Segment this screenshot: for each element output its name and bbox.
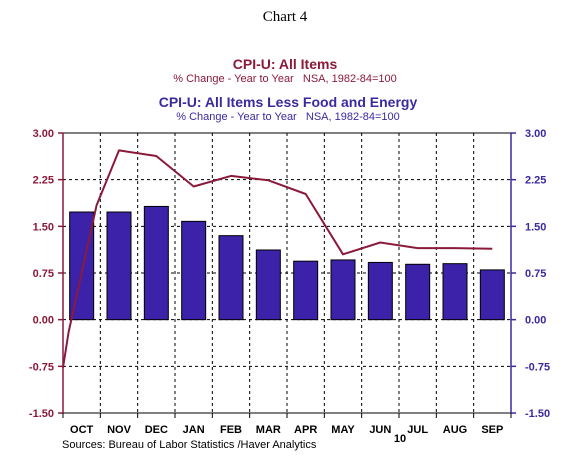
y-tick-label-right: 2.25 bbox=[525, 175, 546, 187]
x-tick-label-feb: FEB bbox=[220, 424, 242, 436]
chart-title: Chart 4 bbox=[263, 9, 308, 25]
y-tick-label-left: 3.00 bbox=[33, 128, 54, 140]
bar-dec bbox=[143, 205, 169, 321]
x-tick-label-oct: OCT bbox=[70, 424, 94, 436]
line-series bbox=[62, 149, 493, 368]
series-a-subtitle: % Change - Year to Year NSA, 1982-84=100 bbox=[173, 73, 397, 85]
bar-sep bbox=[479, 269, 505, 321]
bar-oct bbox=[69, 211, 95, 321]
bar-series bbox=[69, 205, 505, 321]
bar-feb bbox=[218, 235, 244, 321]
y-tick-label-left: -1.50 bbox=[29, 408, 54, 420]
bar-apr bbox=[293, 260, 319, 321]
y-tick-label-left: -0.75 bbox=[29, 361, 54, 373]
y-tick-label-right: 0.75 bbox=[525, 268, 546, 280]
y-tick-label-left: 1.50 bbox=[33, 221, 54, 233]
x-tick-label-mar: MAR bbox=[256, 424, 281, 436]
series-b-subtitle: % Change - Year to Year NSA, 1982-84=100 bbox=[176, 111, 400, 123]
bar-aug bbox=[442, 263, 468, 321]
x-tick-label-sep: SEP bbox=[481, 424, 503, 436]
y-tick-label-left: 0.00 bbox=[33, 315, 54, 327]
y-tick-label-right: 0.00 bbox=[525, 315, 546, 327]
y-tick-label-left: 2.25 bbox=[33, 175, 54, 187]
y-tick-label-right: -0.75 bbox=[525, 361, 550, 373]
source-note: Sources: Bureau of Labor Statistics /Hav… bbox=[62, 439, 317, 451]
bar-jan bbox=[181, 220, 207, 321]
x-tick-label-apr: APR bbox=[294, 424, 317, 436]
bar-nov bbox=[106, 211, 132, 321]
axes bbox=[58, 132, 516, 418]
bar-jul bbox=[405, 263, 431, 321]
grid bbox=[63, 133, 511, 413]
series-a-title: CPI-U: All Items bbox=[233, 56, 338, 72]
x-tick-label-jun: JUN bbox=[369, 424, 391, 436]
x-tick-label-jul: JUL bbox=[407, 424, 428, 436]
x-tick-label-jan: JAN bbox=[183, 424, 205, 436]
x-tick-label-may: MAY bbox=[331, 424, 355, 436]
bar-may bbox=[330, 259, 356, 321]
cpi-all-items-line bbox=[62, 149, 493, 368]
y-tick-label-right: -1.50 bbox=[525, 408, 550, 420]
series-b-title: CPI-U: All Items Less Food and Energy bbox=[159, 94, 418, 110]
x-tick-label-aug: AUG bbox=[443, 424, 467, 436]
year-label: 10 bbox=[394, 433, 406, 445]
y-tick-label-right: 1.50 bbox=[525, 221, 546, 233]
tick-labels: 3.00 3.00 2.25 2.25 1.50 1.50 0.75 0.75 0.00 0.00… bbox=[29, 128, 550, 436]
x-tick-label-nov: NOV bbox=[107, 424, 132, 436]
x-tick-label-dec: DEC bbox=[145, 424, 168, 436]
y-tick-label-left: 0.75 bbox=[33, 268, 54, 280]
bar-jun bbox=[367, 261, 393, 321]
y-tick-label-right: 3.00 bbox=[525, 128, 546, 140]
bar-mar bbox=[255, 249, 281, 321]
